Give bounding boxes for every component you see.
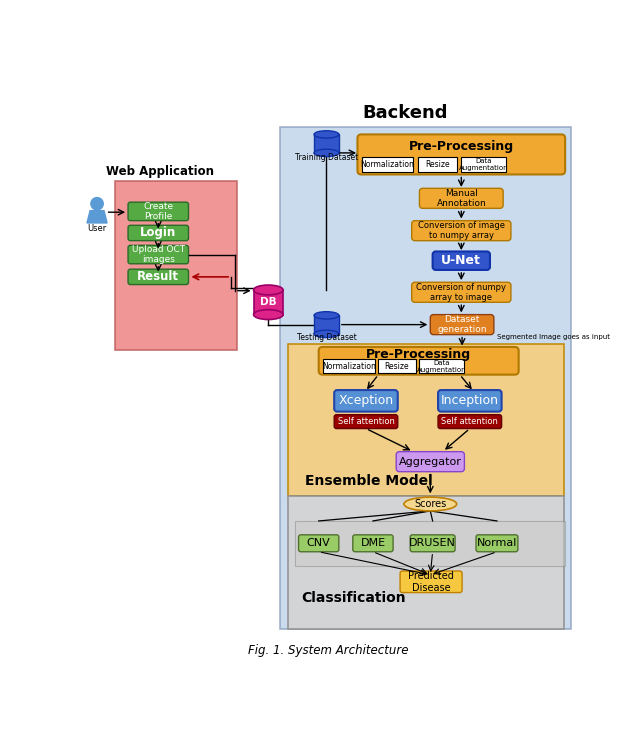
Text: Segmented Image goes as input: Segmented Image goes as input (497, 334, 610, 340)
Ellipse shape (253, 310, 283, 319)
Text: Data
Augmentation: Data Augmentation (417, 360, 467, 373)
Bar (362, 157, 413, 172)
Bar (253, 290, 283, 315)
FancyBboxPatch shape (430, 315, 494, 334)
Text: Aggregator: Aggregator (399, 457, 461, 467)
FancyBboxPatch shape (400, 571, 462, 592)
Bar (461, 157, 506, 172)
Text: Backend: Backend (363, 104, 448, 122)
Bar (115, 180, 237, 350)
Bar (378, 359, 415, 373)
Bar (419, 359, 465, 373)
FancyBboxPatch shape (476, 535, 518, 552)
Ellipse shape (253, 285, 283, 295)
Text: Self attention: Self attention (337, 417, 394, 426)
Text: Conversion of numpy
array to image: Conversion of numpy array to image (416, 283, 506, 302)
Text: Resize: Resize (425, 160, 449, 169)
Text: Normalization: Normalization (361, 160, 415, 169)
Text: Dataset
generation: Dataset generation (437, 315, 487, 334)
Bar (323, 359, 374, 373)
Text: Result: Result (137, 270, 179, 283)
Text: Fig. 1. System Architecture: Fig. 1. System Architecture (248, 644, 408, 657)
Text: Data
Augmentation: Data Augmentation (459, 158, 509, 171)
Text: Pre-Processing: Pre-Processing (366, 348, 471, 361)
FancyBboxPatch shape (412, 282, 511, 302)
FancyBboxPatch shape (298, 535, 339, 552)
FancyBboxPatch shape (410, 535, 455, 552)
Text: User: User (88, 224, 107, 233)
Ellipse shape (314, 131, 339, 138)
FancyBboxPatch shape (412, 221, 511, 241)
FancyBboxPatch shape (319, 347, 518, 375)
FancyBboxPatch shape (353, 535, 393, 552)
Text: Self attention: Self attention (442, 417, 499, 426)
Text: CNV: CNV (307, 539, 331, 548)
FancyBboxPatch shape (419, 188, 503, 209)
Text: Web Application: Web Application (106, 165, 214, 178)
Ellipse shape (314, 330, 339, 337)
Ellipse shape (404, 497, 457, 511)
Text: Scores: Scores (414, 499, 447, 509)
Text: Manual
Annotation: Manual Annotation (436, 188, 486, 208)
Bar (314, 316, 339, 334)
Text: Login: Login (140, 227, 177, 239)
Text: Upload OCT
images: Upload OCT images (132, 245, 185, 264)
Ellipse shape (314, 149, 339, 156)
Text: Classification: Classification (301, 591, 406, 605)
FancyBboxPatch shape (128, 245, 189, 264)
Polygon shape (87, 211, 107, 223)
Text: U-Net: U-Net (442, 254, 481, 267)
Text: Conversion of image
to numpy array: Conversion of image to numpy array (418, 221, 505, 240)
Text: Create
Profile: Create Profile (143, 202, 173, 221)
Text: Resize: Resize (385, 362, 410, 371)
FancyBboxPatch shape (358, 135, 565, 174)
FancyBboxPatch shape (128, 225, 189, 241)
FancyBboxPatch shape (438, 390, 502, 411)
Ellipse shape (314, 312, 339, 319)
FancyBboxPatch shape (334, 390, 397, 411)
Text: Inception: Inception (441, 394, 499, 408)
FancyBboxPatch shape (128, 202, 189, 221)
Bar (314, 135, 339, 153)
Bar (418, 157, 457, 172)
FancyBboxPatch shape (334, 414, 397, 429)
Text: DME: DME (360, 539, 385, 548)
Text: Training Dataset: Training Dataset (295, 153, 358, 162)
Bar (288, 344, 564, 497)
Text: Normalization: Normalization (322, 362, 376, 371)
Text: Pre-Processing: Pre-Processing (409, 140, 514, 153)
Text: DB: DB (260, 297, 276, 307)
Bar (288, 497, 564, 629)
FancyBboxPatch shape (128, 269, 189, 284)
FancyBboxPatch shape (396, 452, 465, 472)
Text: Ensemble Model: Ensemble Model (305, 474, 433, 488)
Text: Normal: Normal (477, 539, 517, 548)
FancyBboxPatch shape (433, 251, 490, 270)
Text: Xception: Xception (339, 394, 394, 408)
FancyBboxPatch shape (438, 414, 502, 429)
Text: Testing Dataset: Testing Dataset (296, 333, 356, 342)
Bar (296, 521, 565, 565)
Bar (280, 126, 571, 629)
Circle shape (91, 197, 103, 210)
Text: Predicted
Disease: Predicted Disease (408, 571, 454, 592)
Text: DRUSEN: DRUSEN (409, 539, 456, 548)
